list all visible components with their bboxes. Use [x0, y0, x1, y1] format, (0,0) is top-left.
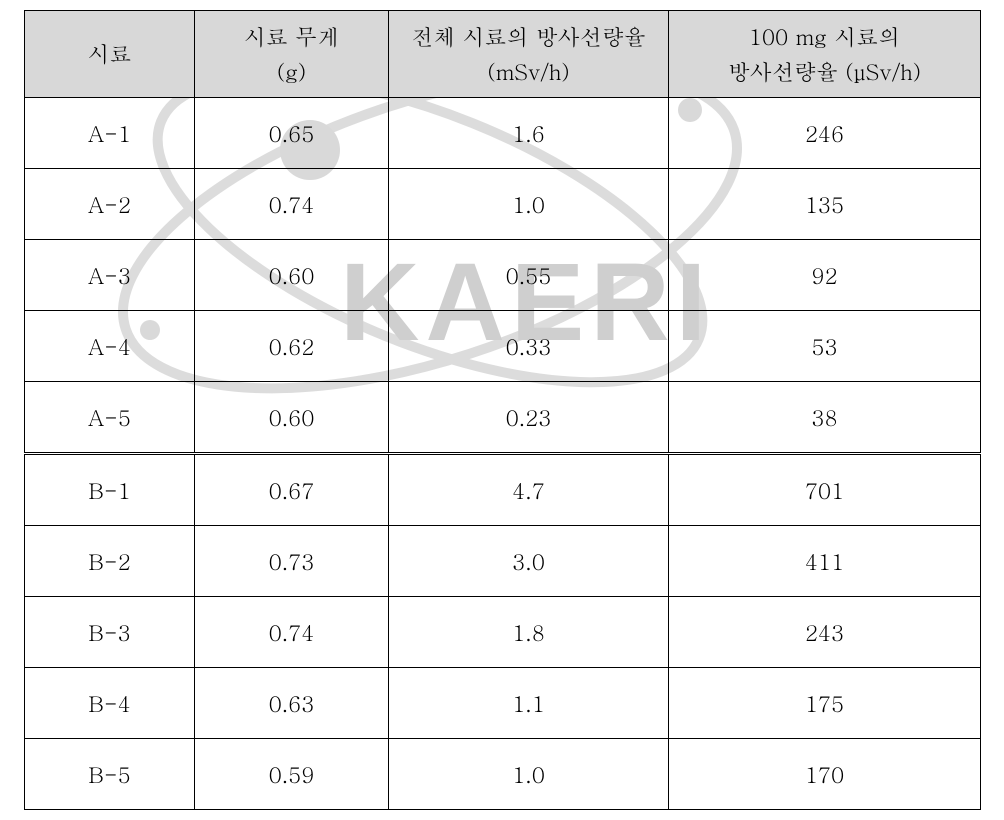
- cell-weight: 0.74: [195, 597, 389, 668]
- col-header-weight: 시료 무게 (g): [195, 11, 389, 98]
- cell-total-dose: 1.0: [389, 739, 669, 810]
- table-row: A-4 0.62 0.33 53: [25, 311, 981, 382]
- table-row: B-4 0.63 1.1 175: [25, 668, 981, 739]
- cell-weight: 0.65: [195, 98, 389, 169]
- cell-total-dose: 0.33: [389, 311, 669, 382]
- col-header-per100mg: 100 mg 시료의 방사선량율 (μSv/h): [669, 11, 981, 98]
- cell-weight: 0.73: [195, 526, 389, 597]
- cell-sample: A-4: [25, 311, 195, 382]
- cell-weight: 0.60: [195, 382, 389, 454]
- table-row: A-3 0.60 0.55 92: [25, 240, 981, 311]
- col-header-total-dose: 전체 시료의 방사선량율 (mSv/h): [389, 11, 669, 98]
- cell-sample: A-3: [25, 240, 195, 311]
- col-header-total-dose-l1: 전체 시료의 방사선량율: [411, 21, 646, 52]
- cell-sample: B-1: [25, 454, 195, 526]
- cell-sample: B-2: [25, 526, 195, 597]
- cell-per100mg: 53: [669, 311, 981, 382]
- cell-total-dose: 1.0: [389, 169, 669, 240]
- cell-per100mg: 170: [669, 739, 981, 810]
- table-body: A-1 0.65 1.6 246 A-2 0.74 1.0 135 A-3 0.…: [25, 98, 981, 810]
- cell-per100mg: 243: [669, 597, 981, 668]
- cell-weight: 0.67: [195, 454, 389, 526]
- cell-sample: A-1: [25, 98, 195, 169]
- cell-sample: B-3: [25, 597, 195, 668]
- cell-per100mg: 135: [669, 169, 981, 240]
- cell-per100mg: 701: [669, 454, 981, 526]
- col-header-weight-l2: (g): [277, 56, 306, 87]
- radiation-dose-table-container: 시료 시료 무게 (g) 전체 시료의 방사선량율 (mSv/h) 100 mg…: [0, 0, 1004, 820]
- table-row: B-5 0.59 1.0 170: [25, 739, 981, 810]
- cell-weight: 0.60: [195, 240, 389, 311]
- cell-sample: A-5: [25, 382, 195, 454]
- cell-per100mg: 38: [669, 382, 981, 454]
- cell-total-dose: 0.55: [389, 240, 669, 311]
- cell-total-dose: 1.8: [389, 597, 669, 668]
- cell-sample: B-5: [25, 739, 195, 810]
- cell-per100mg: 411: [669, 526, 981, 597]
- cell-total-dose: 3.0: [389, 526, 669, 597]
- cell-weight: 0.63: [195, 668, 389, 739]
- table-row: A-5 0.60 0.23 38: [25, 382, 981, 454]
- table-row: B-2 0.73 3.0 411: [25, 526, 981, 597]
- col-header-per100mg-l2: 방사선량율 (μSv/h): [728, 56, 921, 87]
- table-header-row: 시료 시료 무게 (g) 전체 시료의 방사선량율 (mSv/h) 100 mg…: [25, 11, 981, 98]
- cell-total-dose: 0.23: [389, 382, 669, 454]
- cell-per100mg: 246: [669, 98, 981, 169]
- cell-sample: B-4: [25, 668, 195, 739]
- cell-weight: 0.74: [195, 169, 389, 240]
- radiation-dose-table: 시료 시료 무게 (g) 전체 시료의 방사선량율 (mSv/h) 100 mg…: [24, 10, 981, 810]
- table-row: A-1 0.65 1.6 246: [25, 98, 981, 169]
- table-row: A-2 0.74 1.0 135: [25, 169, 981, 240]
- col-header-sample-label: 시료: [88, 38, 132, 69]
- cell-total-dose: 1.6: [389, 98, 669, 169]
- col-header-total-dose-l2: (mSv/h): [487, 56, 569, 87]
- table-row: B-1 0.67 4.7 701: [25, 454, 981, 526]
- col-header-per100mg-l1: 100 mg 시료의: [749, 21, 900, 52]
- cell-sample: A-2: [25, 169, 195, 240]
- cell-total-dose: 4.7: [389, 454, 669, 526]
- cell-weight: 0.59: [195, 739, 389, 810]
- cell-per100mg: 175: [669, 668, 981, 739]
- table-row: B-3 0.74 1.8 243: [25, 597, 981, 668]
- cell-weight: 0.62: [195, 311, 389, 382]
- col-header-sample: 시료: [25, 11, 195, 98]
- col-header-weight-l1: 시료 무게: [244, 21, 339, 52]
- cell-per100mg: 92: [669, 240, 981, 311]
- cell-total-dose: 1.1: [389, 668, 669, 739]
